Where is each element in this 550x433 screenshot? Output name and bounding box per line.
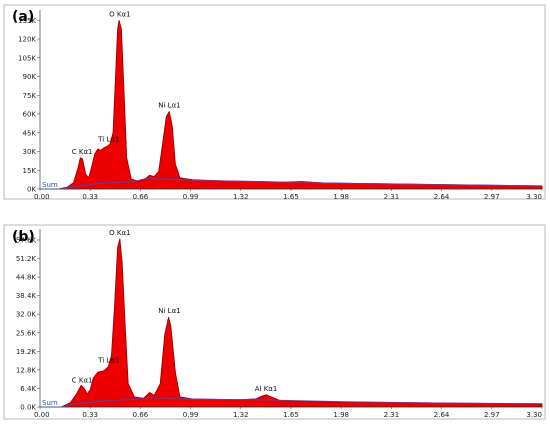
x-tick-label: 2.64 [434,411,450,419]
x-tick-label: 3.30 [526,411,542,419]
x-tick-label: 1.65 [283,193,299,201]
sum-curve-line [40,397,543,408]
spectrum-panel-a: 0K 15K 30K 45K 60K 75K 90K 105K 120K 135K 0.00 0.33… [3,4,546,201]
peak-label: C Kα1 [72,377,93,385]
y-tick-label: 38.4K [16,292,37,300]
x-tick-label: 0.00 [34,411,50,419]
x-tick-label: 2.97 [484,193,500,201]
peak-label: Ni Lα1 [158,102,180,110]
x-tick-label: 0.33 [82,411,98,419]
x-tick-label: 1.98 [333,193,349,201]
y-tick-label: 45K [23,129,37,137]
y-tick-label: 0.0K [20,404,36,412]
peak-label: C Kα1 [72,148,93,156]
x-tick-label: 0.66 [133,193,149,201]
sum-curve-line [40,177,543,190]
panel-label: (a) [12,9,34,25]
y-tick-label: 0K [27,186,36,194]
x-tick-label: 1.32 [233,411,249,419]
peak-label: O Kα1 [109,229,130,237]
y-tick-label: 44.8K [16,274,37,282]
x-tick-label: 1.65 [283,411,299,419]
y-tick-label: 90K [23,73,37,81]
x-tick-label: 2.31 [384,411,400,419]
x-tick-label: 2.64 [434,193,450,201]
y-tick-label: 12.8K [16,366,37,374]
y-tick-label: 57.6K [16,236,37,244]
sum-series-label: Sum [42,399,58,407]
y-tick-label: 25.6K [16,329,37,337]
peak-label: Al Kα1 [255,385,278,393]
x-tick-label: 1.32 [233,193,249,201]
y-tick-label: 32.0K [16,311,37,319]
sum-series-label: Sum [42,181,58,189]
x-tick-label: 0.99 [183,411,199,419]
y-tick-label: 135K [18,17,36,25]
x-tick-label: 1.98 [333,411,349,419]
y-tick-label: 51.2K [16,255,37,263]
x-tick-label: 0.33 [82,193,98,201]
spectrum-panel-b: 0.0K 6.4K 12.8K 19.2K 25.6K 32.0K 38.4K 44.8K 51… [3,224,546,420]
y-tick-label: 30K [23,148,37,156]
x-tick-label: 0.00 [34,193,50,201]
x-tick-label: 0.99 [183,193,199,201]
peak-label: Ti Lα1 [97,356,119,364]
y-tick-label: 15K [23,167,37,175]
x-tick-label: 2.97 [484,411,500,419]
panel-label: (b) [12,229,35,245]
x-tick-label: 2.31 [384,193,400,201]
spectrum-area [39,19,543,190]
y-tick-label: 75K [23,92,37,100]
peak-label: Ni Lα1 [158,307,180,315]
y-tick-label: 6.4K [20,385,36,393]
y-tick-label: 19.2K [16,348,37,356]
peak-label: O Kα1 [109,10,130,18]
y-tick-label: 60K [23,111,37,119]
x-tick-label: 3.30 [526,193,542,201]
y-tick-label: 105K [18,54,36,62]
peak-label: Ti Lα1 [97,135,119,143]
y-tick-label: 120K [18,36,36,44]
x-tick-label: 0.66 [133,411,149,419]
